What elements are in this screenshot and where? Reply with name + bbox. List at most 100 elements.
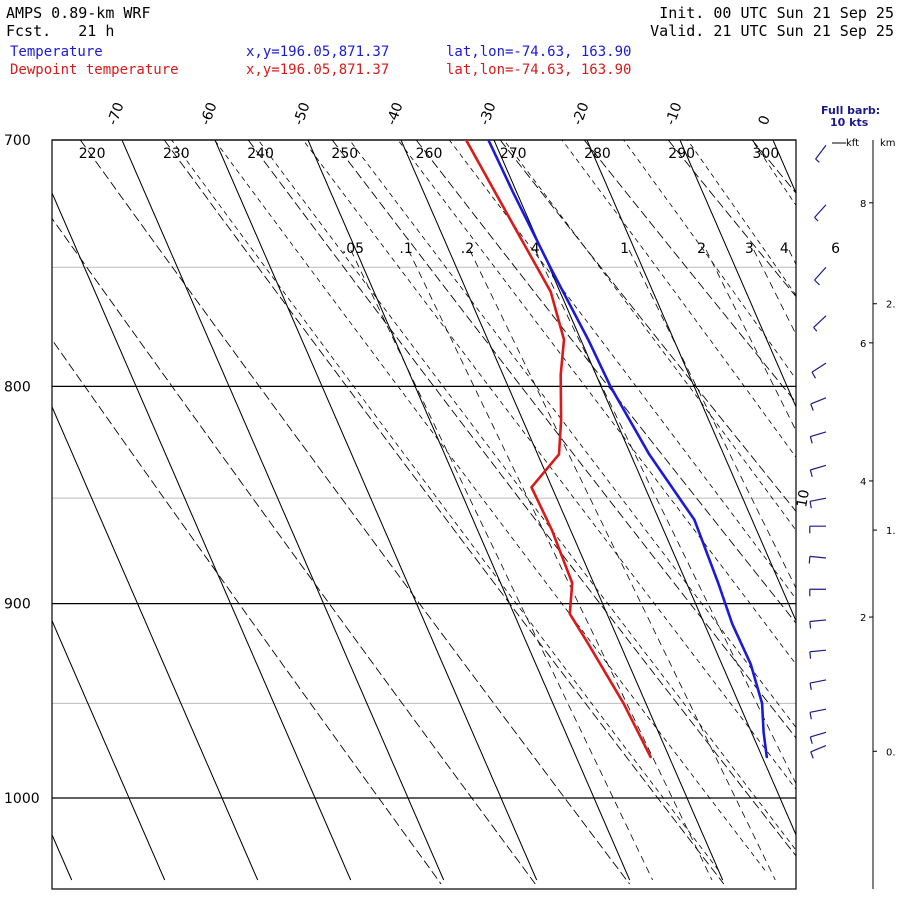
wind-barb-staff — [810, 464, 827, 471]
wind-barb-flag — [809, 436, 813, 444]
pressure-label-700: 700 — [4, 133, 31, 149]
wind-barb-flag — [809, 682, 812, 691]
dewpoint-profile — [464, 140, 652, 759]
wind-barb-5 — [810, 397, 827, 411]
init-time: Init. 00 UTC Sun 21 Sep 25 — [659, 4, 894, 22]
wind-barb-flag — [810, 403, 814, 411]
temp-label-0: 0 — [756, 114, 774, 128]
wind-barb-13 — [809, 649, 827, 659]
temp-label-group--10: -10 — [663, 100, 686, 127]
temperature-profile — [487, 140, 769, 759]
dry-adiabat-220 — [79, 140, 630, 885]
wind-barb-staff — [810, 731, 827, 738]
wind-barb-flag — [815, 158, 820, 163]
wind-barb-flag — [808, 556, 811, 564]
wind-barb-flag — [809, 736, 813, 744]
wind-barb-11 — [809, 588, 826, 597]
plot-frame — [51, 139, 797, 890]
wind-barb-flag — [814, 217, 819, 222]
mixing-ratio-4 — [788, 249, 796, 266]
wind-barb-flag — [814, 279, 820, 286]
kft-label: kft — [846, 138, 859, 149]
temp-label-group-0: 0 — [756, 114, 774, 128]
dry-adiabat-label-230: 230 — [163, 146, 190, 162]
mixing-ratio-0p2 — [469, 249, 776, 881]
km-tick-label-1: 1. — [886, 526, 896, 537]
mixing-ratio-6 — [840, 250, 900, 880]
wind-barb-flag — [809, 501, 812, 509]
kft-tick-label-8: 8 — [860, 199, 866, 210]
temp-label-group--30: -30 — [477, 100, 500, 127]
dry-adiabat-290 — [667, 140, 796, 298]
moist-adiabat-0 — [561, 140, 796, 458]
wind-barb-staff — [809, 649, 827, 653]
moist-adiabat-label: 10 — [794, 488, 813, 508]
isotherm--40 — [400, 140, 724, 881]
wind-barb-0 — [815, 144, 827, 163]
wind-barb-8 — [809, 497, 827, 509]
dry-adiabat-310 — [836, 140, 900, 884]
wind-barb-14 — [809, 679, 827, 691]
moist-adiabat-5 — [623, 140, 796, 380]
height-axis: Full barb:10 kts kft km 8 6 4 2 2. 1. 0. — [821, 104, 896, 889]
mixing-ratio-label-0: .05 — [342, 241, 364, 257]
wind-barb-staff — [810, 745, 827, 753]
mixing-ratio-3 — [753, 249, 796, 336]
moist-adiabat-10 — [687, 140, 796, 297]
dry-adiabat-210 — [52, 217, 536, 885]
km-tick-label-0: 0. — [886, 747, 896, 758]
temp-label-group--70: -70 — [105, 100, 128, 127]
plot-border — [51, 139, 797, 890]
kft-tick-label-6: 6 — [860, 339, 866, 350]
wind-barb-flag — [811, 371, 817, 379]
grid-lines — [52, 114, 900, 885]
wind-barb-staff — [809, 708, 827, 713]
wind-barb-staff — [815, 144, 827, 160]
legend-temperature-latlon: lat,lon=-74.63, 163.90 — [446, 44, 632, 60]
mixing-ratio-label-4: 1 — [620, 241, 629, 257]
wind-barb-staff — [814, 204, 827, 218]
profiles — [464, 140, 769, 759]
wind-barbs — [808, 144, 827, 759]
mixing-ratio-0p1 — [407, 249, 713, 881]
wind-barb-staff — [810, 397, 827, 405]
wind-barb-staff — [814, 266, 827, 281]
moist-adiabat-20 — [798, 114, 900, 871]
wind-barb-flag — [810, 751, 814, 759]
fcst-value: 21 h — [78, 22, 115, 40]
wind-barb-16 — [809, 731, 827, 744]
dry-adiabat-300 — [751, 140, 796, 194]
moist-adiabat--15 — [397, 140, 796, 665]
isotherm--70 — [121, 140, 445, 881]
dry-adiabat-label-300: 300 — [753, 146, 780, 162]
km-label: km — [880, 138, 896, 149]
isotherm--90 — [52, 405, 259, 881]
legend-temperature-xy: x,y=196.05,871.37 — [246, 44, 390, 60]
wind-barb-flag — [809, 469, 813, 477]
temp-label--50: -50 — [291, 100, 314, 127]
isotherm--100 — [52, 619, 166, 881]
wind-barb-staff — [813, 315, 827, 328]
dry-adiabat-280 — [583, 140, 796, 404]
moist-adiabat-label-group: 10 — [794, 488, 813, 508]
moist-adiabat--25 — [302, 140, 796, 790]
temp-label-group--40: -40 — [384, 100, 407, 127]
legend-dewpoint-name: Dewpoint temperature — [10, 62, 179, 78]
wind-barb-flag — [809, 651, 812, 659]
moist-adiabat--40 — [171, 140, 719, 871]
dry-adiabat-250 — [331, 140, 796, 739]
moist-adiabat--20 — [348, 140, 796, 729]
temp-label--30: -30 — [477, 100, 500, 127]
legend-temperature-name: Temperature — [10, 44, 103, 60]
fcst-label: Fcst. — [6, 22, 52, 40]
header-left: AMPS 0.89-km WRF Fcst. 21 h — [6, 4, 151, 40]
dry-adiabat-label-250: 250 — [331, 146, 358, 162]
mixing-ratio-label-6: 3 — [745, 241, 754, 257]
mixing-ratio-label-5: 2 — [697, 241, 706, 257]
mixing-ratio-2 — [705, 249, 796, 432]
isotherm--10 — [679, 140, 796, 409]
wind-barb-10 — [808, 555, 827, 564]
moist-adiabat--10 — [448, 140, 796, 600]
wind-barb-9 — [809, 525, 826, 534]
moist-adiabat-15 — [751, 140, 796, 207]
